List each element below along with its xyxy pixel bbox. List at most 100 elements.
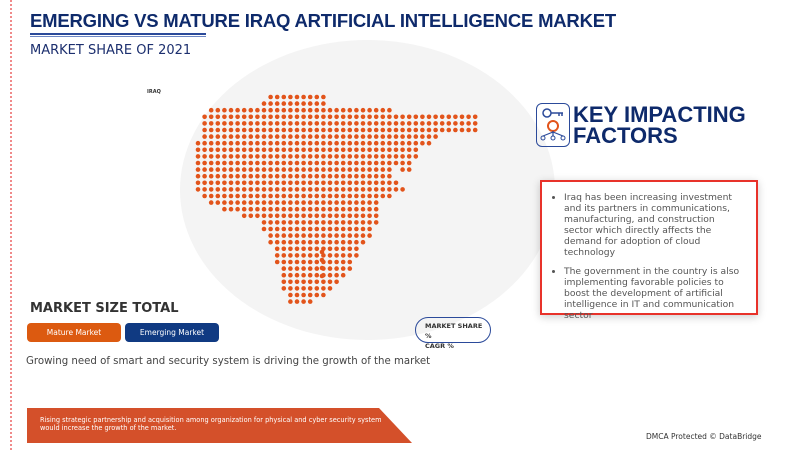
map-dot: [248, 180, 254, 186]
map-dot: [340, 193, 346, 199]
map-dot: [420, 121, 425, 126]
map-dot: [301, 147, 306, 153]
map-dot: [208, 187, 214, 192]
map-dot: [321, 127, 326, 133]
map-dot: [314, 246, 320, 252]
map-dot: [241, 134, 247, 139]
map-dot: [215, 121, 221, 126]
map-dot: [426, 140, 432, 146]
map-dot: [228, 147, 234, 153]
map-dot: [334, 127, 339, 133]
map-dot: [241, 213, 247, 219]
map-dot: [294, 101, 300, 106]
map-dot: [373, 213, 379, 219]
map-dot: [202, 147, 207, 153]
map-dot: [255, 140, 260, 146]
map-dot: [314, 127, 320, 133]
map-dot: [393, 147, 399, 153]
map-dot: [307, 239, 313, 245]
map-dot: [327, 167, 333, 172]
map-dot: [354, 140, 359, 146]
map-dot: [354, 233, 359, 238]
map-dot: [453, 121, 458, 126]
map-dot: [319, 249, 325, 255]
map-dot: [321, 154, 326, 159]
map-dot: [294, 239, 300, 245]
map-dot: [261, 154, 267, 159]
map-dot: [439, 114, 445, 120]
map-dot: [255, 180, 260, 186]
map-dot: [274, 114, 280, 120]
map-dot: [433, 114, 438, 120]
map-dot: [321, 220, 326, 225]
map-dot: [367, 220, 372, 225]
map-dot: [380, 114, 386, 120]
map-dot: [288, 160, 293, 166]
map-dot: [387, 107, 392, 113]
map-dot: [235, 160, 240, 166]
map-dot: [367, 187, 372, 192]
map-dot: [301, 94, 306, 100]
map-dot: [321, 94, 326, 100]
map-dot: [274, 220, 280, 225]
map-dot: [281, 226, 287, 232]
map-dot: [314, 180, 320, 186]
map-dot: [327, 266, 333, 271]
map-dot: [274, 154, 280, 159]
map-dot: [321, 167, 326, 172]
map-dot: [387, 160, 392, 166]
map-dot: [327, 147, 333, 153]
map-dot: [314, 233, 320, 238]
map-dot: [294, 180, 300, 186]
map-dot: [321, 107, 326, 113]
map-dot: [301, 213, 306, 219]
map-dot: [288, 292, 293, 298]
map-dot: [373, 114, 379, 120]
map-dot: [294, 114, 300, 120]
map-dot: [301, 226, 306, 232]
map-dot: [426, 121, 432, 126]
map-dot: [301, 220, 306, 225]
map-dot: [406, 127, 412, 133]
map-dot: [367, 180, 372, 186]
map-dot: [347, 107, 353, 113]
map-dot: [433, 134, 438, 139]
map-dot: [307, 134, 313, 139]
map-dot: [360, 160, 366, 166]
map-dot: [367, 114, 372, 120]
map-dot: [268, 121, 273, 126]
map-dot: [281, 140, 287, 146]
map-dot: [281, 173, 287, 179]
map-dot: [334, 259, 339, 265]
map-dot: [301, 193, 306, 199]
map-dot: [327, 226, 333, 232]
map-dot: [373, 134, 379, 139]
mature-market-button[interactable]: Mature Market: [27, 323, 121, 342]
map-dot: [268, 180, 273, 186]
map-dot: [433, 121, 438, 126]
map-dot: [215, 167, 221, 172]
map-dot: [274, 94, 280, 100]
map-dot: [327, 259, 333, 265]
emerging-market-button[interactable]: Emerging Market: [125, 323, 219, 342]
map-dot: [222, 140, 227, 146]
map-dot: [261, 167, 267, 172]
map-dot: [235, 200, 240, 205]
map-dot: [255, 134, 260, 139]
map-dot: [222, 167, 227, 172]
map-dot: [327, 220, 333, 225]
map-dot: [248, 193, 254, 199]
map-dot: [307, 259, 313, 265]
map-dot: [321, 239, 326, 245]
map-dot: [301, 206, 306, 212]
map-dot: [327, 173, 333, 179]
key-factors-title-line1: KEY IMPACTING: [573, 102, 746, 127]
map-dot: [202, 140, 207, 146]
map-dot: [340, 246, 346, 252]
map-dot: [274, 253, 280, 258]
map-dot: [202, 187, 207, 192]
map-dot: [228, 134, 234, 139]
map-dot: [387, 121, 392, 126]
map-dot: [334, 246, 339, 252]
map-dot: [228, 206, 234, 212]
